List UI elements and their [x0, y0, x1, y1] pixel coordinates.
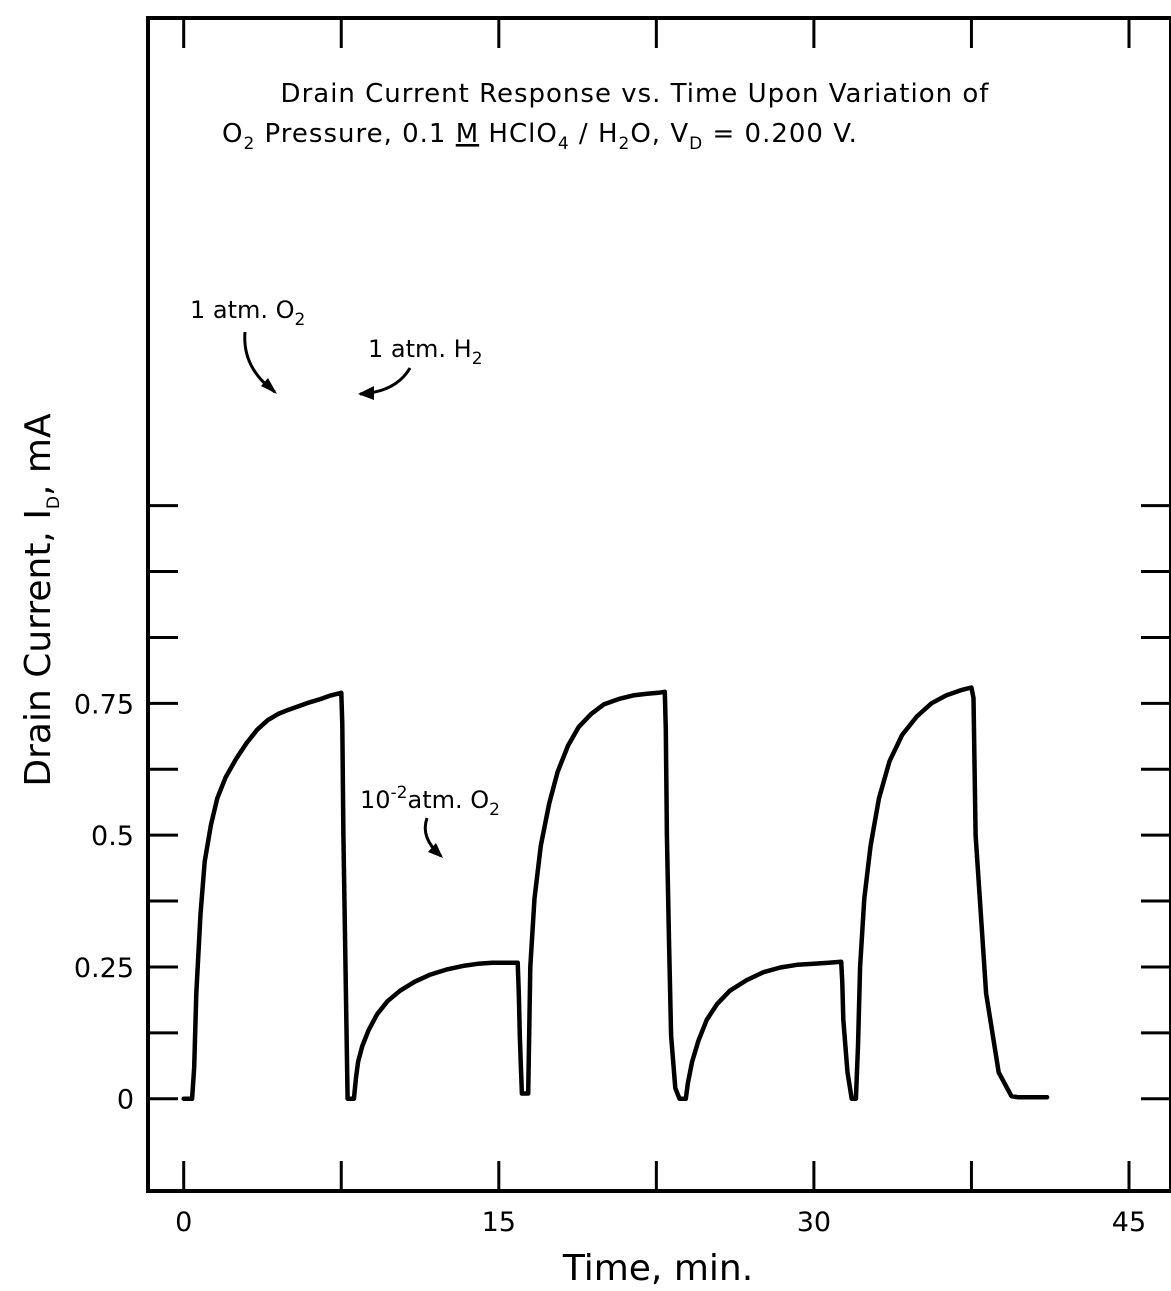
plot-frame — [146, 16, 1171, 1193]
tick-labels: 0 15 30 45 0 0.25 0.5 0.75 — [74, 689, 1146, 1238]
svg-text:1 atm. H2: 1 atm. H2 — [368, 335, 483, 369]
x-tick-label: 15 — [482, 1207, 516, 1238]
annotation-1-atm-o2: 1 atm. O2 — [190, 296, 305, 394]
series-line-drain-current — [181, 685, 1050, 1101]
tick-marks — [148, 18, 1171, 1191]
annotation-1-atm-h2: 1 atm. H2 — [358, 335, 483, 400]
chart-title-line-1: Drain Current Response vs. Time Upon Var… — [281, 79, 990, 109]
annotation-0.01-atm-o2: 10-2atm. O2 — [360, 783, 500, 858]
y-tick-label: 0 — [117, 1085, 134, 1116]
x-tick-label: 30 — [797, 1207, 831, 1238]
svg-text:1 atm. O2: 1 atm. O2 — [190, 296, 305, 330]
y-axis-title: Drain Current, ID, mA — [18, 413, 64, 787]
svg-text:10-2atm. O2: 10-2atm. O2 — [360, 783, 500, 820]
x-tick-label: 0 — [175, 1207, 192, 1238]
x-axis-title: Time, min. — [562, 1248, 753, 1289]
y-tick-label: 0.25 — [74, 953, 134, 984]
y-tick-label: 0.75 — [74, 689, 134, 720]
chart-title-line-2: O2 Pressure, 0.1 M HClO4 / H2O, VD = 0.2… — [222, 119, 858, 154]
x-tick-label: 45 — [1112, 1207, 1146, 1238]
y-tick-label: 0.5 — [91, 821, 134, 852]
